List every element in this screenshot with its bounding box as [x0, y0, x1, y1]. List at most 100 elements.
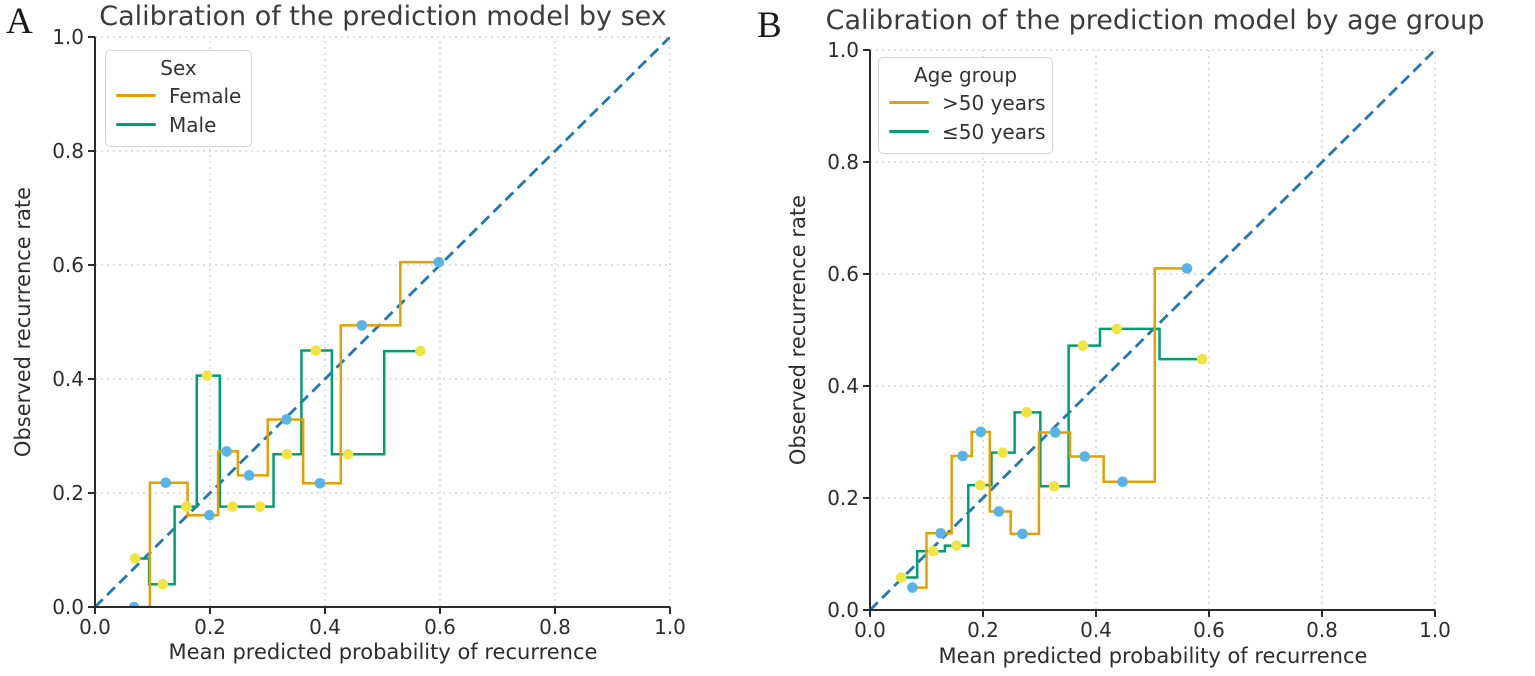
marker-dot: [181, 501, 192, 512]
y-tick-label: 0.0: [52, 595, 84, 619]
marker-dot: [129, 553, 141, 564]
marker-dot: [935, 527, 946, 539]
y-tick-label: 0.2: [827, 486, 859, 510]
legend-label: >50 years: [942, 90, 1046, 115]
marker-dot: [243, 470, 255, 481]
marker-dot: [160, 477, 172, 489]
series-markers-male: [129, 345, 426, 590]
legend-age-group: Age group >50 years ≤50 years: [878, 57, 1053, 154]
y-tick-label: 0.2: [52, 481, 84, 505]
marker-dot: [927, 545, 939, 557]
legend-line-swatch-icon: [116, 122, 156, 127]
marker-dot: [1021, 407, 1032, 418]
x-tick-label: 0.2: [194, 615, 226, 639]
marker-dot: [957, 450, 968, 462]
legend-label: Male: [169, 112, 217, 137]
x-tick-label: 0.4: [309, 615, 341, 639]
marker-dot: [951, 540, 962, 551]
legend-item: Female: [116, 81, 241, 110]
marker-dot: [1050, 427, 1061, 438]
x-tick-label: 1.0: [1419, 618, 1451, 642]
marker-dot: [1181, 263, 1193, 274]
marker-dot: [895, 572, 907, 583]
y-tick-label: 0.4: [827, 374, 859, 398]
marker-dot: [128, 601, 140, 607]
x-tick-label: 0.0: [854, 618, 886, 642]
x-axis-label-a: Mean predicted probability of recurrence: [168, 640, 598, 664]
legend-line-swatch-icon: [889, 100, 929, 105]
marker-dot: [1117, 476, 1128, 488]
legend-label: ≤50 years: [942, 119, 1046, 144]
x-tick-label: 0.0: [79, 615, 111, 639]
panel-letter-a: A: [6, 1, 33, 42]
legend-line-swatch-icon: [889, 129, 929, 134]
legend-item: ≤50 years: [889, 117, 1046, 146]
marker-dot: [974, 479, 986, 491]
x-tick-label: 0.6: [424, 615, 456, 639]
marker-dot: [997, 447, 1009, 458]
marker-dot: [157, 578, 169, 590]
marker-dot: [342, 448, 354, 460]
marker-dot: [310, 345, 322, 356]
x-tick-label: 0.2: [967, 618, 999, 642]
panel-title-a: Calibration of the prediction model by s…: [99, 1, 667, 32]
marker-dot: [254, 501, 266, 512]
marker-dot: [993, 506, 1005, 517]
series-markers--50-years: [895, 323, 1208, 583]
series-line-female: [134, 260, 439, 607]
y-tick-label: 0.6: [827, 262, 859, 286]
x-tick-label: 1.0: [654, 615, 686, 639]
marker-dot: [356, 320, 368, 331]
series-line--50-years: [901, 327, 1203, 579]
series-markers--50-years: [907, 263, 1193, 593]
y-tick-label: 1.0: [827, 38, 859, 62]
marker-dot: [1079, 451, 1090, 462]
marker-dot: [221, 446, 232, 457]
marker-dot: [281, 448, 293, 460]
series-line--50-years: [912, 267, 1187, 589]
series-line-male: [135, 349, 421, 586]
marker-dot: [201, 370, 213, 381]
x-tick-label: 0.8: [1306, 618, 1338, 642]
legend-item: Male: [116, 110, 241, 139]
marker-dot: [227, 501, 238, 512]
panel-b-plot: [863, 49, 1436, 617]
x-tick-label: 0.6: [1193, 618, 1225, 642]
marker-dot: [204, 509, 215, 521]
legend-sex: Sex Female Male: [105, 50, 252, 147]
marker-dot: [975, 426, 987, 438]
y-tick-label: 0.6: [52, 253, 84, 277]
x-tick-label: 0.4: [1080, 618, 1112, 642]
marker-dot: [415, 345, 426, 357]
x-tick-label: 0.8: [539, 615, 571, 639]
legend-title: Age group: [913, 63, 1018, 87]
y-tick-label: 0.8: [827, 150, 859, 174]
y-axis-label-a: Observed recurrence rate: [11, 186, 35, 458]
axes-spines: [88, 36, 671, 614]
panel-title-b: Calibration of the prediction model by a…: [825, 5, 1485, 36]
x-axis-label-b: Mean predicted probability of recurrence: [938, 644, 1368, 668]
marker-dot: [907, 582, 918, 593]
panel-a-plot: [88, 36, 671, 614]
marker-dot: [314, 478, 326, 489]
y-tick-label: 0.0: [827, 598, 859, 622]
marker-dot: [1017, 528, 1028, 540]
y-tick-label: 1.0: [52, 25, 84, 49]
legend-title: Sex: [160, 56, 197, 80]
marker-dot: [1196, 353, 1208, 365]
legend-label: Female: [169, 83, 242, 108]
legend-line-swatch-icon: [116, 93, 156, 98]
panel-letter-b: B: [757, 5, 782, 46]
marker-dot: [1048, 480, 1060, 492]
series-markers-female: [128, 256, 445, 607]
legend-item: >50 years: [889, 88, 1046, 117]
marker-dot: [1111, 323, 1123, 335]
marker-dot: [1077, 340, 1089, 351]
y-axis-label-b: Observed recurrence rate: [786, 194, 810, 466]
y-tick-label: 0.4: [52, 367, 84, 391]
axes-spines: [863, 49, 1436, 617]
marker-dot: [281, 414, 292, 425]
y-tick-label: 0.8: [52, 139, 84, 163]
